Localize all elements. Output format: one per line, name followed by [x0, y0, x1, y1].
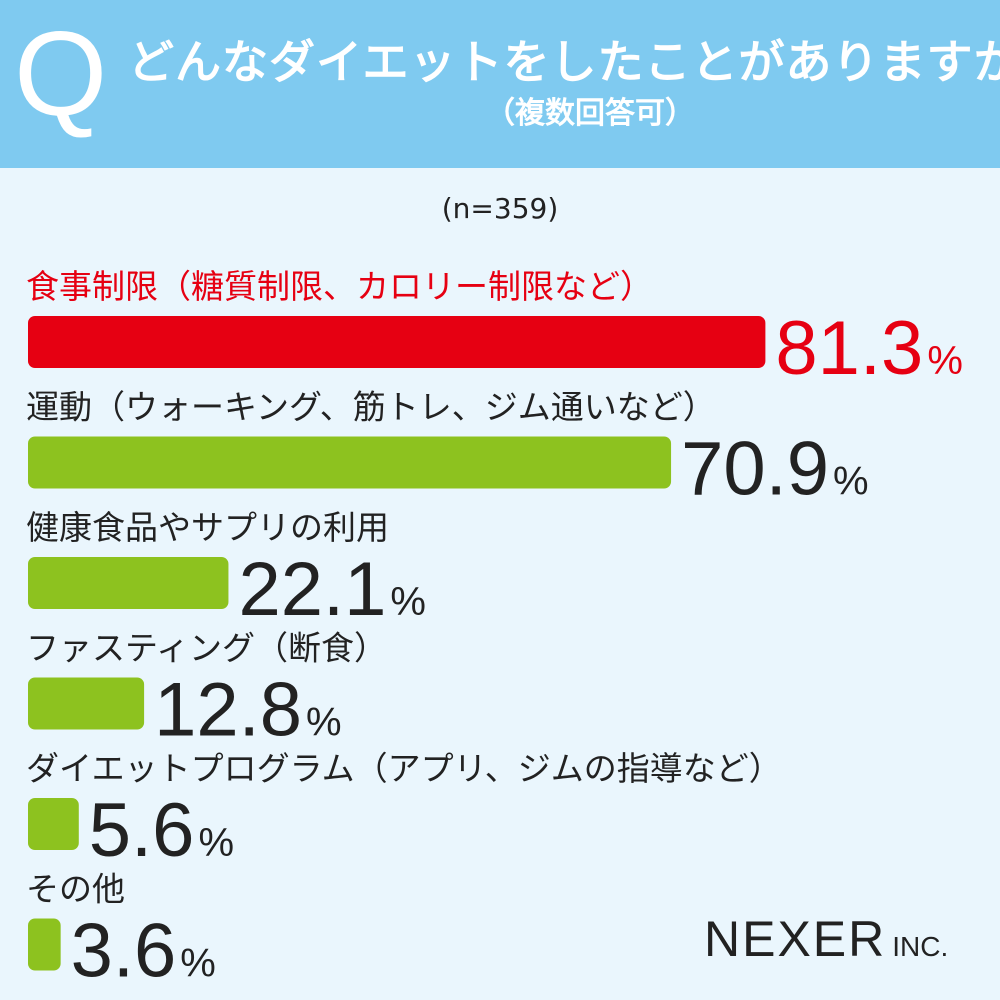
- value-label: 3.6%: [71, 909, 216, 994]
- category-label: その他: [26, 870, 125, 909]
- value-label: 22.1%: [238, 547, 426, 632]
- header-banner: Q どんなダイエットをしたことがありますか? （複数回答可）: [0, 0, 1000, 168]
- q-mark: Q: [14, 7, 108, 141]
- company-logo: NEXER INC.: [704, 910, 948, 968]
- category-label: 健康食品やサプリの利用: [26, 508, 389, 547]
- value-unit: %: [833, 460, 869, 504]
- bar: [28, 316, 766, 368]
- question-subtitle: （複数回答可）: [485, 96, 695, 131]
- value-number: 5.6: [89, 788, 195, 873]
- category-label: ファスティング（断食）: [26, 629, 387, 668]
- logo-suffix-text: INC.: [892, 931, 949, 962]
- bar: [28, 677, 145, 730]
- value-number: 70.9: [681, 427, 829, 512]
- value-unit: %: [306, 701, 342, 745]
- logo-main-text: NEXER: [704, 911, 887, 967]
- bar: [28, 436, 672, 489]
- bar: [28, 798, 79, 850]
- value-unit: %: [927, 339, 963, 383]
- question-title: どんなダイエットをしたことがありますか?: [128, 35, 1000, 89]
- category-label: 運動（ウォーキング、筋トレ、ジム通いなど）: [26, 388, 716, 427]
- value-number: 3.6: [71, 909, 177, 994]
- value-label: 70.9%: [681, 427, 869, 512]
- value-number: 81.3: [775, 306, 923, 391]
- value-unit: %: [180, 942, 216, 986]
- value-unit: %: [198, 821, 234, 865]
- sample-size: (n=359): [441, 192, 559, 225]
- value-label: 81.3%: [775, 306, 963, 391]
- value-label: 5.6%: [89, 788, 234, 873]
- category-label: 食事制限（糖質制限、カロリー制限など）: [26, 267, 653, 306]
- category-label: ダイエットプログラム（アプリ、ジムの指導など）: [26, 749, 782, 788]
- bar: [28, 918, 61, 971]
- value-unit: %: [390, 580, 426, 624]
- value-label: 12.8%: [154, 668, 342, 753]
- value-number: 22.1: [238, 547, 386, 632]
- value-number: 12.8: [154, 668, 302, 753]
- bar: [28, 557, 229, 609]
